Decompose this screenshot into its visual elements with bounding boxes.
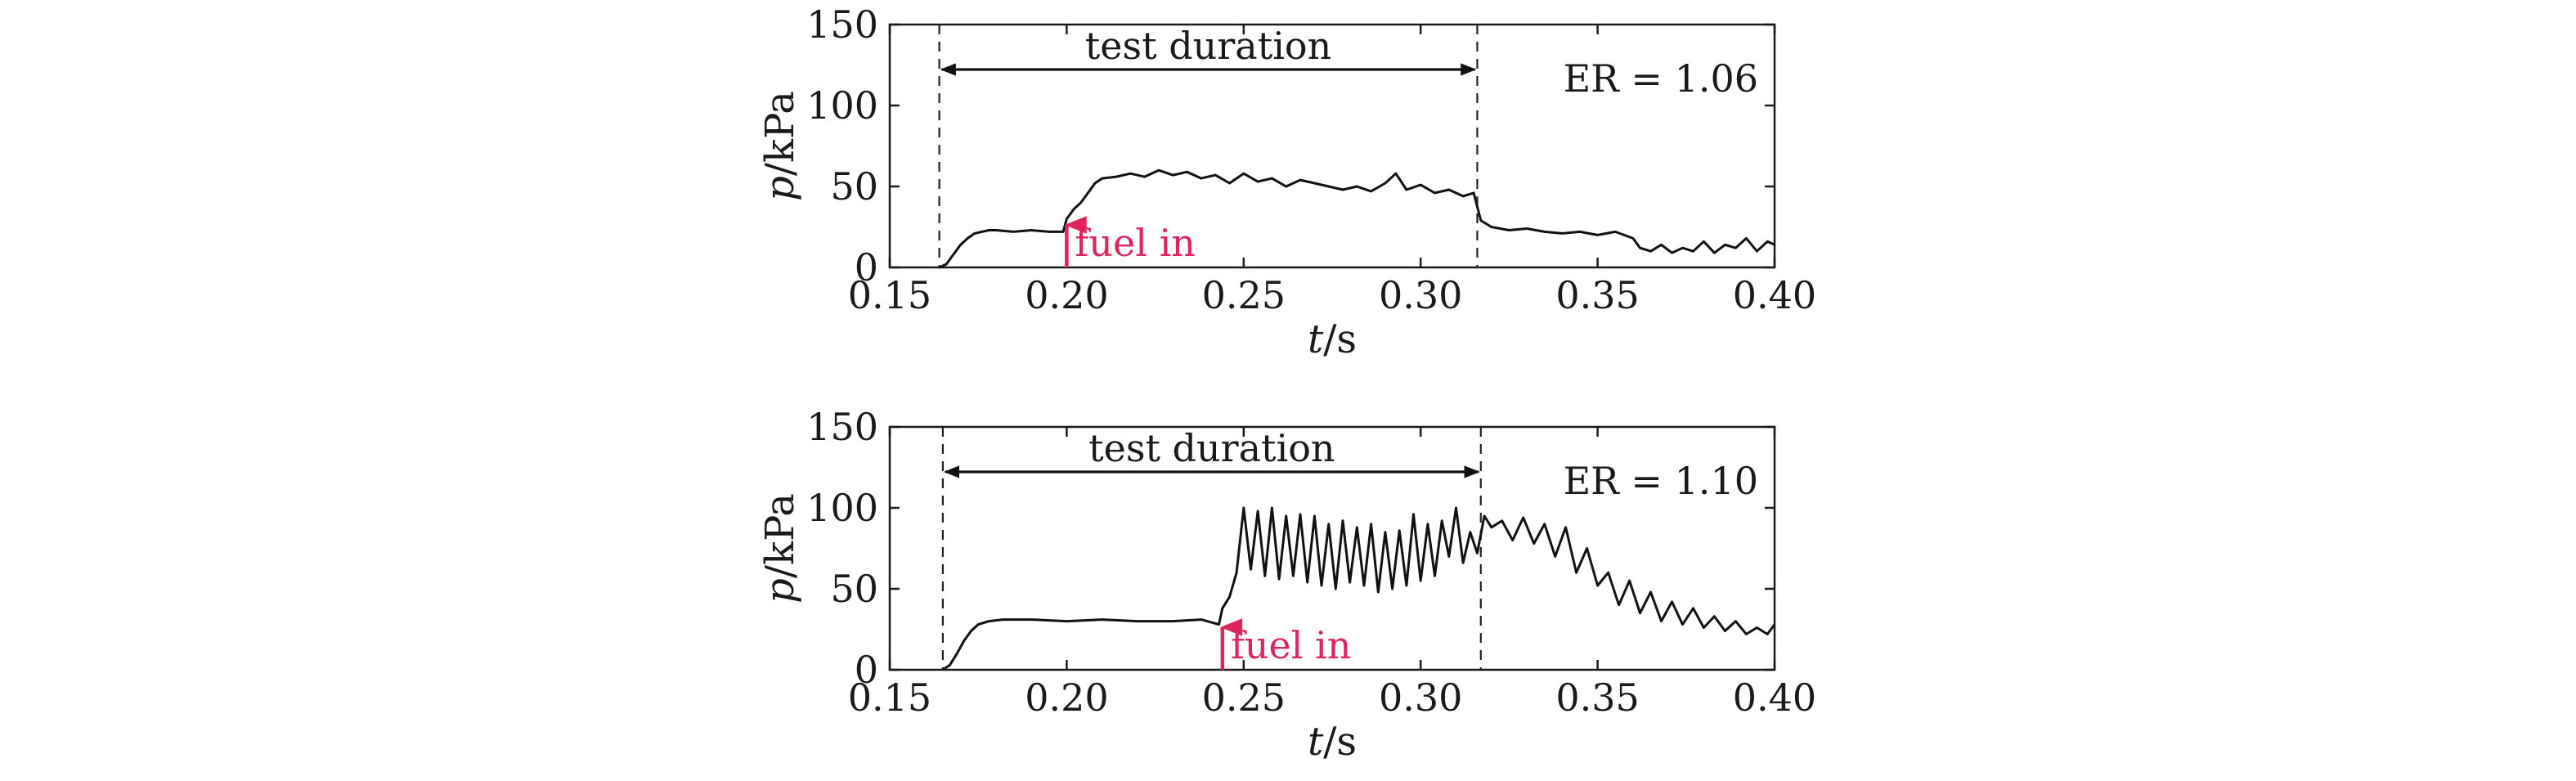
er-annotation: ER = 1.06 [1564, 56, 1758, 101]
y-axis-label-symbol: p [757, 176, 803, 201]
x-tick-label: 0.30 [1379, 676, 1462, 720]
y-axis-label: p/kPa [757, 91, 803, 201]
x-axis-label-symbol: t [1308, 719, 1324, 765]
plot-frame [888, 425, 1776, 671]
x-tick-label: 0.20 [1025, 676, 1108, 720]
y-axis-label-symbol: p [757, 578, 803, 604]
plot-frame [888, 23, 1776, 269]
axis-ticks [888, 23, 1776, 269]
x-tick-label: 0.25 [1202, 676, 1286, 720]
x-axis-label-symbol: t [1308, 316, 1324, 362]
y-axis-label: p/kPa [757, 493, 803, 604]
fuel-in-label: fuel in [1231, 623, 1352, 667]
x-axis-label-unit: /s [1323, 719, 1357, 765]
x-tick-label: 0.15 [848, 273, 931, 317]
x-tick-labels: 0.15 0.20 0.25 0.30 0.35 0.40 [848, 273, 1816, 317]
x-axis-label: t/s [1308, 719, 1357, 765]
x-tick-labels: 0.15 0.20 0.25 0.30 0.35 0.40 [848, 676, 1816, 720]
y-tick-label: 50 [830, 164, 878, 209]
x-tick-label: 0.40 [1733, 273, 1816, 317]
x-tick-label: 0.20 [1025, 273, 1108, 317]
y-tick-label: 100 [806, 83, 878, 128]
x-tick-label: 0.25 [1202, 273, 1286, 317]
pressure-trace [942, 506, 1776, 671]
x-tick-label: 0.40 [1733, 676, 1816, 720]
y-tick-label: 0 [855, 648, 878, 692]
chart-panel-er-1-06: 0.15 0.20 0.25 0.30 0.35 0.40 0 50 100 1… [757, 2, 1816, 362]
y-tick-label: 0 [855, 245, 878, 290]
duration-label: test duration [1085, 24, 1331, 68]
x-axis-label: t/s [1308, 316, 1357, 362]
fuel-in-label: fuel in [1075, 221, 1196, 265]
x-tick-label: 0.35 [1555, 676, 1639, 720]
y-tick-labels: 0 50 100 150 [806, 2, 878, 290]
x-tick-label: 0.35 [1555, 273, 1639, 317]
pressure-trace [938, 168, 1775, 269]
x-tick-label: 0.30 [1379, 273, 1462, 317]
y-tick-label: 150 [806, 405, 878, 449]
y-tick-label: 50 [830, 567, 878, 611]
axis-ticks [888, 425, 1776, 671]
chart-panel-er-1-10: 0.15 0.20 0.25 0.30 0.35 0.40 0 50 100 1… [757, 405, 1816, 765]
y-tick-label: 100 [806, 486, 878, 530]
y-tick-labels: 0 50 100 150 [806, 405, 878, 692]
er-annotation: ER = 1.10 [1564, 459, 1758, 503]
y-axis-label-unit: /kPa [757, 493, 803, 578]
y-tick-label: 150 [806, 2, 878, 47]
x-axis-label-unit: /s [1323, 316, 1357, 362]
x-tick-label: 0.15 [848, 676, 931, 720]
duration-label: test duration [1088, 426, 1335, 470]
y-axis-label-unit: /kPa [757, 91, 803, 176]
